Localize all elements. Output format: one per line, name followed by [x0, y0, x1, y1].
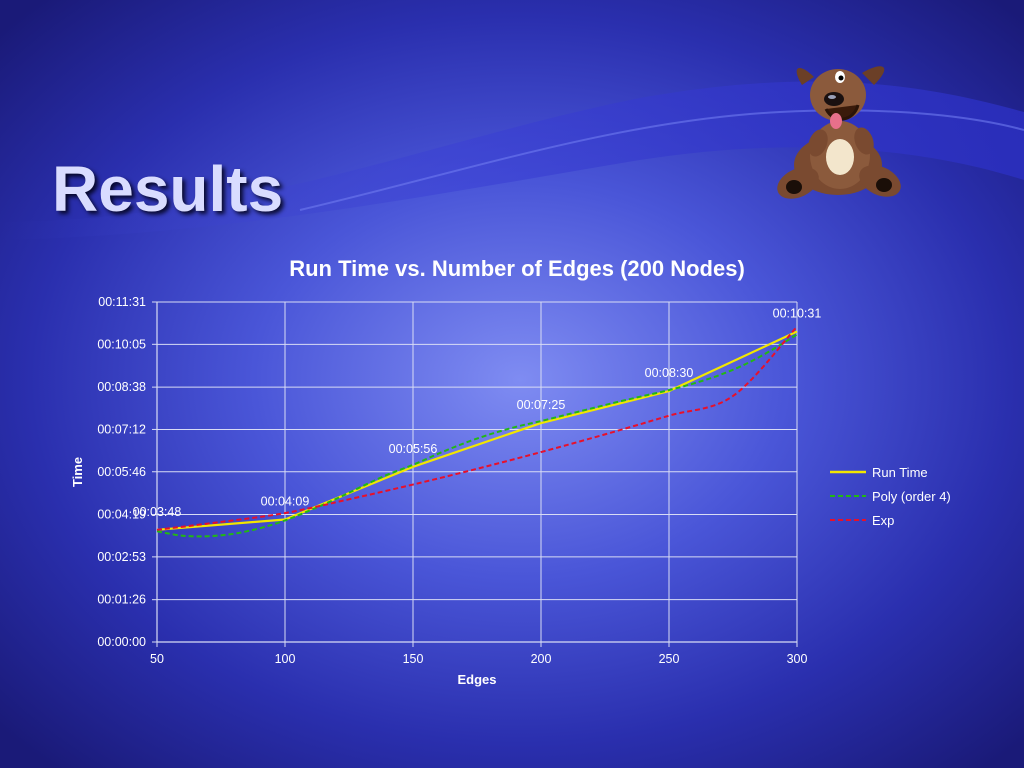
y-tick-label: 00:11:31 — [98, 295, 146, 309]
axis-layer: 00:00:00 00:01:26 00:02:53 00:04:19 00:05:46… — [97, 295, 807, 666]
grid-layer — [156, 301, 798, 643]
x-tick-label: 150 — [403, 652, 424, 666]
y-tick-label: 00:10:05 — [97, 337, 146, 351]
data-label-layer: 00:03:48 00:04:09 00:05:56 00:07:25 00:08:30… — [133, 307, 822, 519]
chart-title: Run Time vs. Number of Edges (200 Nodes) — [289, 256, 745, 281]
legend-label: Exp — [872, 512, 895, 528]
x-tick-label: 50 — [150, 652, 164, 666]
y-tick-label: 00:04:19 — [97, 508, 146, 522]
slide-title: Results — [52, 153, 284, 225]
data-label: 00:04:09 — [261, 494, 310, 508]
y-tick-label: 00:07:12 — [97, 422, 146, 436]
y-tick-label: 00:05:46 — [97, 465, 146, 479]
y-tick-label: 00:01:26 — [97, 593, 146, 607]
y-tick-label: 00:02:53 — [97, 550, 146, 564]
legend-item-poly: Poly (order 4) — [830, 484, 951, 508]
series-line-poly-order-4 — [156, 333, 798, 538]
data-label: 00:10:31 — [773, 307, 822, 321]
series-line-exp — [156, 325, 798, 531]
x-tick-label: 250 — [659, 652, 680, 666]
legend-label: Run Time — [872, 464, 928, 480]
x-tick-label: 200 — [531, 652, 552, 666]
chart-legend: Run Time Poly (order 4) Exp — [830, 460, 951, 532]
legend-swatch-dashed-icon — [830, 495, 866, 497]
legend-swatch-solid-icon — [830, 470, 866, 474]
series-layer — [156, 325, 798, 538]
y-tick-label: 00:08:38 — [97, 380, 146, 394]
x-tick-label: 100 — [275, 652, 296, 666]
legend-item-run-time: Run Time — [830, 460, 951, 484]
data-label: 00:05:56 — [389, 442, 438, 456]
data-label: 00:03:48 — [133, 505, 182, 519]
data-label: 00:07:25 — [517, 398, 566, 412]
y-axis-label: Time — [70, 457, 85, 487]
series-line-run-time — [156, 330, 798, 531]
legend-label: Poly (order 4) — [872, 488, 951, 504]
cartoon-dog-icon — [777, 66, 901, 199]
legend-swatch-dashed-icon — [830, 519, 866, 521]
data-label: 00:08:30 — [645, 366, 694, 380]
x-tick-label: 300 — [787, 652, 808, 666]
x-axis-label: Edges — [457, 672, 496, 687]
legend-item-exp: Exp — [830, 508, 951, 532]
y-tick-label: 00:00:00 — [97, 635, 146, 649]
